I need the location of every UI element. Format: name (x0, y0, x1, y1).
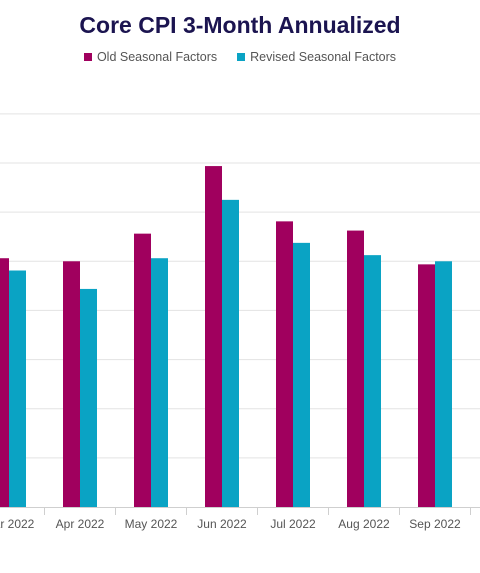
bar-revised-mar-2022 (9, 270, 26, 507)
bar-revised-jun-2022 (222, 199, 239, 507)
x-tick-label: Mar 2022 (0, 517, 35, 531)
bar-revised-jul-2022 (293, 242, 310, 507)
legend-item-old: Old Seasonal Factors (83, 50, 218, 64)
bar-old-may-2022 (134, 233, 151, 507)
bar-old-jul-2022 (276, 221, 293, 507)
x-tick-label: Sep 2022 (409, 517, 461, 531)
x-tick-label: May 2022 (125, 517, 178, 531)
bar-revised-may-2022 (151, 258, 168, 507)
bar-revised-aug-2022 (364, 255, 381, 507)
bar-old-aug-2022 (347, 230, 364, 508)
x-tick-label: Jul 2022 (270, 517, 316, 531)
bar-revised-apr-2022 (80, 288, 97, 507)
bar-old-mar-2022 (0, 258, 9, 507)
legend-item-revised: Revised Seasonal Factors (237, 50, 396, 64)
bar-old-sep-2022 (418, 264, 435, 507)
legend: Old Seasonal Factors Revised Seasonal Fa… (0, 50, 480, 64)
x-tick-label: Jun 2022 (197, 517, 247, 531)
bar-revised-sep-2022 (435, 261, 452, 507)
legend-label-old: Old Seasonal Factors (96, 50, 218, 64)
x-tick-label: Aug 2022 (338, 517, 390, 531)
legend-swatch-old (83, 53, 92, 61)
x-tick-label: Apr 2022 (56, 517, 105, 531)
legend-swatch-revised (237, 53, 246, 61)
legend-label-revised: Revised Seasonal Factors (250, 50, 397, 64)
chart-title: Core CPI 3-Month Annualized (79, 12, 401, 38)
bar-old-apr-2022 (63, 261, 80, 507)
bar-old-jun-2022 (205, 166, 222, 508)
